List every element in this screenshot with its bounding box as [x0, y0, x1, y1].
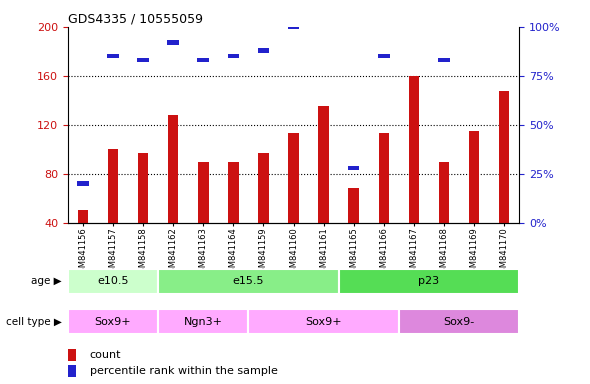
Bar — [78, 210, 88, 223]
Bar — [439, 162, 449, 223]
Bar — [258, 153, 268, 223]
Bar — [137, 58, 149, 62]
Bar — [68, 269, 158, 294]
Bar — [107, 54, 119, 58]
Bar — [339, 269, 519, 294]
Bar — [288, 25, 299, 29]
Bar — [68, 349, 76, 361]
Bar — [138, 153, 148, 223]
Bar — [318, 5, 329, 10]
Bar — [158, 269, 339, 294]
Bar — [319, 106, 329, 223]
Bar — [158, 309, 248, 334]
Bar — [168, 115, 178, 223]
Text: p23: p23 — [418, 276, 440, 286]
Bar — [468, 19, 480, 23]
Text: count: count — [90, 350, 121, 360]
Bar — [469, 131, 479, 223]
Text: Sox9+: Sox9+ — [94, 316, 132, 327]
Bar — [349, 189, 359, 223]
Bar — [438, 58, 450, 62]
Bar — [77, 181, 88, 186]
Bar — [108, 149, 118, 223]
Bar — [409, 76, 419, 223]
Bar — [348, 166, 359, 170]
Bar — [499, 91, 509, 223]
Bar — [399, 309, 519, 334]
Text: percentile rank within the sample: percentile rank within the sample — [90, 366, 277, 376]
Bar — [499, 11, 510, 15]
Bar — [408, 5, 419, 10]
Bar — [168, 40, 179, 45]
Text: e10.5: e10.5 — [97, 276, 129, 286]
Text: Sox9+: Sox9+ — [305, 316, 342, 327]
Bar — [289, 133, 299, 223]
Bar — [258, 48, 269, 53]
Bar — [68, 309, 158, 334]
Bar — [379, 133, 389, 223]
Bar — [248, 309, 399, 334]
Bar — [378, 54, 389, 58]
Bar — [198, 58, 209, 62]
Bar — [228, 162, 238, 223]
Text: Ngn3+: Ngn3+ — [183, 316, 223, 327]
Bar — [228, 54, 239, 58]
Text: GDS4335 / 10555059: GDS4335 / 10555059 — [68, 13, 203, 26]
Text: Sox9-: Sox9- — [444, 316, 474, 327]
Text: age ▶: age ▶ — [31, 276, 62, 286]
Bar — [198, 162, 208, 223]
Text: e15.5: e15.5 — [232, 276, 264, 286]
Text: cell type ▶: cell type ▶ — [6, 316, 62, 327]
Bar — [68, 365, 76, 377]
